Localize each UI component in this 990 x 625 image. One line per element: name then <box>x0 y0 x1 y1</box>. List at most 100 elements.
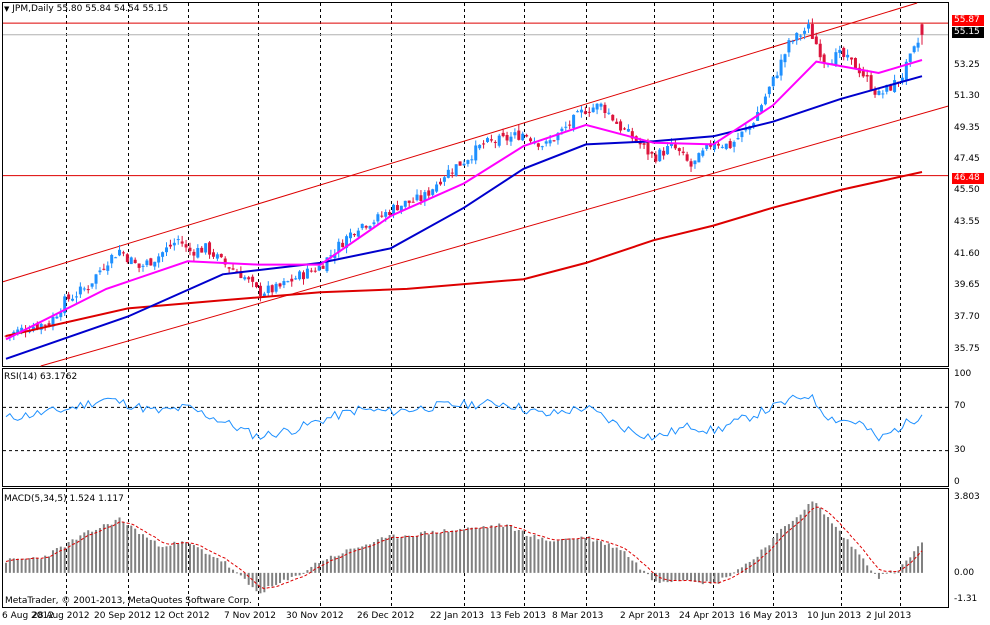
macd-histogram-bar <box>44 555 47 573</box>
candle-body <box>208 242 212 255</box>
macd-histogram-bar <box>341 553 344 573</box>
candle-body <box>368 225 372 229</box>
candle-body <box>294 278 298 280</box>
macd-histogram-bar <box>298 572 301 576</box>
candle-body <box>180 241 184 244</box>
candle-body <box>290 278 294 282</box>
macd-histogram-bar <box>149 539 152 573</box>
macd-histogram-bar <box>701 572 704 585</box>
macd-histogram-bar <box>204 553 207 573</box>
macd-histogram-bar <box>764 547 767 573</box>
macd-histogram-bar <box>110 524 113 573</box>
macd-histogram-bar <box>474 527 477 573</box>
price-axis-label: 47.45 <box>954 153 980 164</box>
candle-body <box>223 258 227 265</box>
candle-body <box>838 49 842 53</box>
candle-body <box>231 268 235 270</box>
macd-histogram-bar <box>815 503 818 573</box>
dropdown-triangle-icon[interactable]: ▼ <box>4 5 10 13</box>
price-axis-label: 37.70 <box>954 312 980 323</box>
candle-body <box>392 204 396 215</box>
candle-body <box>333 253 337 259</box>
macd-histogram-bar <box>607 543 610 573</box>
macd-histogram-bar <box>59 546 62 573</box>
rsi-window[interactable] <box>3 393 948 452</box>
time-axis-label: 7 Nov 2012 <box>224 611 276 621</box>
macd-histogram-bar <box>584 538 587 573</box>
candle-body <box>599 103 603 107</box>
candle-body <box>313 270 317 272</box>
candle-body <box>384 212 388 217</box>
candle-body <box>556 133 560 141</box>
macd-histogram-bar <box>737 569 740 573</box>
macd-histogram-bar <box>63 547 66 573</box>
macd-histogram-bar <box>768 545 771 573</box>
candle-body <box>654 154 658 162</box>
macd-histogram-bar <box>576 538 579 573</box>
macd-histogram-bar <box>603 544 606 573</box>
candle-body <box>411 201 415 203</box>
macd-histogram-bar <box>874 572 877 574</box>
candle-body <box>560 128 564 131</box>
macd-histogram-bar <box>650 572 653 581</box>
candle-body <box>458 161 462 166</box>
macd-histogram-bar <box>635 562 638 573</box>
candle-body <box>900 77 904 82</box>
candle-body <box>482 143 486 145</box>
candle-body <box>94 274 98 284</box>
candle-body <box>861 71 865 77</box>
candle-body <box>164 247 168 253</box>
rsi-axis-label: 100 <box>954 369 972 379</box>
candle-body <box>799 35 803 37</box>
macd-histogram-bar <box>130 525 133 573</box>
price-axis-label: 53.25 <box>954 59 980 70</box>
rsi-axis-label: 0 <box>954 477 960 487</box>
time-axis-label: 6 Aug 2012 <box>2 611 54 621</box>
macd-histogram-bar <box>905 560 908 573</box>
macd-histogram-bar <box>921 542 923 573</box>
candle-body <box>63 296 67 314</box>
macd-histogram-bar <box>40 559 43 573</box>
candle-body <box>172 242 176 246</box>
candle-body <box>415 194 419 201</box>
candle-body <box>71 298 75 301</box>
candle-body <box>47 323 51 327</box>
candle-body <box>904 61 908 80</box>
candle-body <box>646 142 650 155</box>
macd-histogram-bar <box>400 537 403 573</box>
candle-body <box>227 267 231 269</box>
candle-body <box>219 253 223 258</box>
macd-histogram-bar <box>827 517 830 573</box>
macd-histogram-bar <box>435 533 438 573</box>
candle-body <box>505 134 509 141</box>
time-axis-label: 12 Oct 2012 <box>154 611 210 621</box>
macd-histogram-bar <box>32 557 35 573</box>
macd-histogram-bar <box>157 546 160 573</box>
candle-body <box>302 272 306 280</box>
macd-histogram-bar <box>345 549 348 573</box>
candle-body <box>90 283 94 287</box>
macd-histogram-bar <box>717 572 720 584</box>
macd-histogram-bar <box>212 556 215 573</box>
price-window[interactable] <box>2 2 949 367</box>
macd-histogram-bar <box>161 547 164 573</box>
macd-histogram-bar <box>803 509 806 573</box>
macd-window[interactable] <box>5 501 923 594</box>
macd-axis-label: 3.803 <box>954 492 980 502</box>
macd-histogram-bar <box>807 504 810 573</box>
macd-histogram-bar <box>646 572 649 575</box>
macd-histogram-bar <box>275 572 278 585</box>
candle-body <box>82 288 86 290</box>
candle-body <box>110 254 114 264</box>
candle-body <box>196 248 200 258</box>
macd-histogram-bar <box>192 544 195 573</box>
macd-histogram-bar <box>232 569 235 573</box>
macd-histogram-bar <box>55 548 58 573</box>
candle-body <box>548 140 552 144</box>
macd-histogram-bar <box>748 561 751 573</box>
macd-histogram-bar <box>799 514 802 573</box>
macd-histogram-bar <box>443 529 446 573</box>
candle-body <box>716 143 720 146</box>
macd-histogram-bar <box>122 522 125 573</box>
